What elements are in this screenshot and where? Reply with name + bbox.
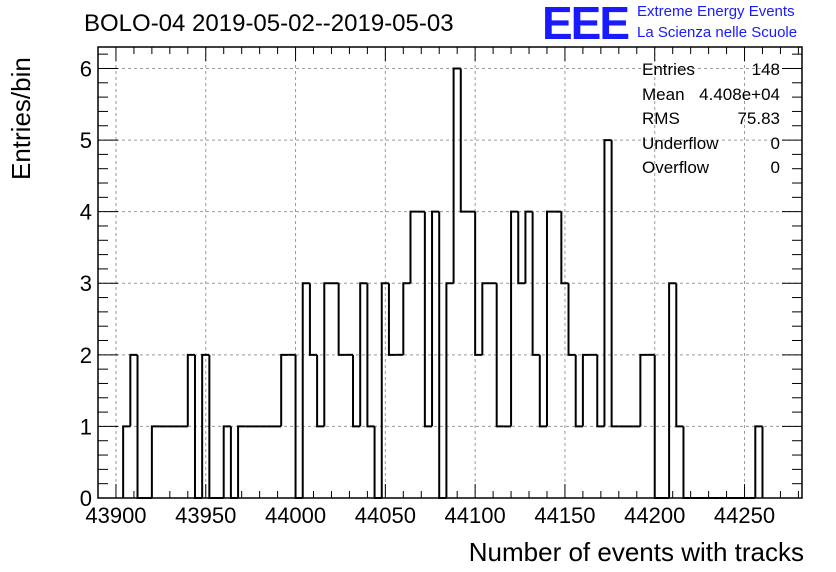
stat-value: 75.83 bbox=[737, 109, 780, 128]
y-tick-label: 0 bbox=[80, 486, 92, 511]
histogram-bin bbox=[574, 354, 583, 428]
x-tick-label: 44200 bbox=[624, 503, 685, 528]
x-axis-label: Number of events with tracks bbox=[468, 537, 804, 567]
stat-name: Underflow bbox=[642, 133, 719, 153]
histogram-bin bbox=[445, 282, 454, 498]
stat-name: Overflow bbox=[642, 158, 710, 177]
histogram-bin bbox=[517, 211, 526, 285]
histogram-bin bbox=[186, 353, 195, 427]
histogram-bin bbox=[150, 425, 160, 498]
histogram-bin bbox=[560, 211, 569, 285]
histogram-bin bbox=[531, 211, 540, 356]
x-tick-label: 44100 bbox=[445, 503, 506, 528]
stat-value: 148 bbox=[751, 60, 780, 79]
histogram-bin bbox=[524, 210, 533, 284]
histogram-bin bbox=[567, 283, 576, 356]
histogram-bin bbox=[359, 282, 368, 427]
x-tick-label: 43950 bbox=[175, 503, 236, 528]
stat-value: 0 bbox=[770, 158, 780, 177]
axis-ticks: 43900 43950 44000 44050 44100 44150 44200 44250… bbox=[80, 47, 802, 528]
histogram-bin bbox=[754, 425, 763, 498]
logo-text-line2: La Scienza nelle Scuole bbox=[637, 24, 798, 41]
x-tick-label: 44150 bbox=[534, 503, 595, 528]
histogram-bin bbox=[510, 210, 519, 427]
eee-logo-icon: EEE bbox=[542, 0, 630, 49]
histogram-bin bbox=[423, 211, 433, 428]
histogram-bin bbox=[581, 353, 591, 427]
histogram-bin bbox=[495, 283, 504, 428]
y-tick-label: 4 bbox=[80, 200, 92, 225]
histogram-bin bbox=[452, 67, 461, 284]
plot-frame bbox=[97, 46, 803, 499]
histogram-bin bbox=[596, 354, 605, 428]
histogram-bin bbox=[301, 282, 310, 498]
histogram-bin bbox=[323, 282, 332, 427]
y-tick-label: 6 bbox=[80, 56, 92, 81]
y-axis-label: Entries/bin bbox=[6, 57, 36, 180]
x-tick-label: 44050 bbox=[355, 503, 416, 528]
histogram-bin bbox=[538, 354, 547, 428]
stat-row-rms: RMS 75.83 bbox=[642, 109, 780, 134]
histogram-bin bbox=[481, 282, 490, 355]
x-tick-label: 44250 bbox=[714, 503, 775, 528]
histogram-bin bbox=[337, 283, 346, 356]
y-tick-label: 1 bbox=[80, 414, 92, 439]
histogram-bin bbox=[229, 426, 239, 499]
histogram-bin bbox=[603, 139, 612, 427]
stat-value: 0 bbox=[770, 133, 780, 153]
histogram-bin bbox=[380, 282, 389, 498]
histogram-bin bbox=[402, 282, 411, 355]
histogram-bin bbox=[129, 353, 138, 427]
histogram-bin bbox=[668, 282, 677, 498]
stat-name: Entries bbox=[642, 60, 695, 79]
chart-title: BOLO-04 2019-05-02--2019-05-03 bbox=[84, 10, 454, 37]
histogram-bin bbox=[122, 425, 131, 498]
histogram-bin bbox=[352, 354, 361, 428]
histogram-bin bbox=[366, 283, 375, 428]
histogram-bin bbox=[675, 283, 684, 428]
stat-row-overflow: Overflow 0 bbox=[642, 158, 780, 183]
histogram-bin bbox=[222, 425, 231, 498]
stat-name: RMS bbox=[642, 109, 680, 128]
stat-row-entries: Entries 148 bbox=[642, 60, 780, 85]
histogram-bin bbox=[316, 354, 325, 428]
histogram-bin bbox=[308, 283, 318, 356]
y-tick-label: 3 bbox=[80, 271, 92, 296]
logo-text-line1: Extreme Energy Events bbox=[637, 3, 795, 20]
histogram-bin bbox=[545, 210, 555, 427]
histogram-bin bbox=[610, 140, 619, 428]
histogram-bin bbox=[639, 353, 648, 427]
histogram-bin bbox=[387, 283, 397, 356]
x-tick-label: 44000 bbox=[265, 503, 326, 528]
histogram-bin bbox=[280, 353, 289, 427]
histogram-bin bbox=[474, 211, 483, 356]
x-tick-label: 43900 bbox=[85, 503, 146, 528]
histogram-bin bbox=[373, 426, 382, 499]
histogram-bin bbox=[409, 210, 418, 284]
histogram-bin bbox=[201, 353, 210, 498]
y-tick-label: 5 bbox=[80, 128, 92, 153]
stat-value: 4.408e+04 bbox=[699, 84, 780, 104]
stat-row-underflow: Underflow 0 bbox=[642, 134, 780, 159]
histogram-bin bbox=[459, 68, 468, 213]
plot-area-border bbox=[97, 46, 803, 499]
histogram-bin bbox=[431, 210, 440, 427]
stat-name: Mean bbox=[642, 84, 685, 104]
stats-box: Entries 148 Mean 4.408e+04 RMS 75.83 Und… bbox=[642, 60, 780, 183]
histogram-bin bbox=[682, 426, 691, 499]
histogram-bin bbox=[237, 425, 246, 498]
stat-row-mean: Mean 4.408e+04 bbox=[642, 85, 780, 110]
y-tick-label: 2 bbox=[80, 343, 92, 368]
